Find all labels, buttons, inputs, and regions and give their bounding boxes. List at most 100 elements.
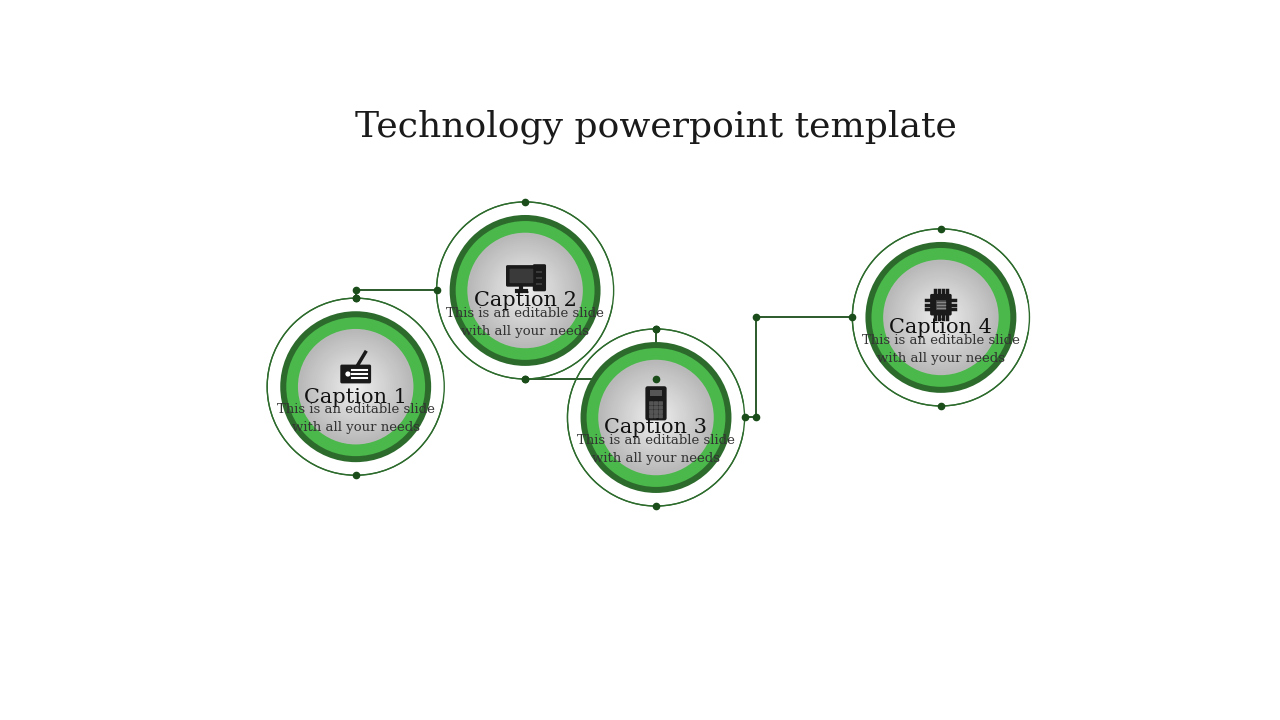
Circle shape — [502, 267, 548, 313]
Circle shape — [477, 243, 573, 338]
Circle shape — [940, 315, 943, 320]
Circle shape — [329, 360, 383, 414]
FancyBboxPatch shape — [645, 386, 667, 420]
Circle shape — [498, 264, 552, 318]
FancyBboxPatch shape — [536, 276, 543, 279]
Circle shape — [644, 406, 668, 429]
Text: Caption 1: Caption 1 — [305, 387, 407, 407]
Circle shape — [892, 269, 989, 366]
Circle shape — [493, 258, 558, 323]
FancyBboxPatch shape — [654, 410, 658, 414]
Circle shape — [317, 348, 394, 426]
Circle shape — [303, 335, 407, 438]
Circle shape — [334, 366, 376, 408]
Circle shape — [650, 412, 662, 423]
Circle shape — [326, 358, 384, 415]
Circle shape — [625, 387, 687, 449]
Circle shape — [481, 246, 570, 335]
Circle shape — [627, 389, 685, 446]
Circle shape — [654, 415, 658, 420]
Circle shape — [300, 331, 412, 443]
Circle shape — [612, 373, 700, 462]
Circle shape — [516, 281, 535, 300]
FancyBboxPatch shape — [654, 401, 658, 405]
Circle shape — [922, 298, 960, 337]
Circle shape — [467, 233, 582, 348]
Circle shape — [470, 235, 581, 346]
Circle shape — [621, 383, 691, 452]
Text: This is an editable slide
with all your needs: This is an editable slide with all your … — [447, 307, 604, 338]
Circle shape — [315, 346, 396, 427]
Circle shape — [600, 361, 712, 473]
Circle shape — [936, 312, 947, 323]
FancyBboxPatch shape — [649, 414, 654, 418]
Text: This is an editable slide
with all your needs: This is an editable slide with all your … — [276, 403, 435, 434]
Circle shape — [910, 287, 972, 348]
Circle shape — [504, 269, 547, 312]
Circle shape — [323, 354, 388, 420]
Circle shape — [500, 266, 550, 315]
Circle shape — [605, 367, 707, 467]
Circle shape — [338, 369, 372, 404]
Circle shape — [344, 375, 367, 398]
Circle shape — [342, 373, 369, 400]
Circle shape — [929, 306, 952, 329]
Circle shape — [349, 381, 361, 392]
Circle shape — [353, 384, 357, 389]
Circle shape — [489, 254, 562, 327]
Circle shape — [346, 377, 365, 396]
Circle shape — [321, 352, 390, 421]
Circle shape — [311, 343, 399, 431]
Circle shape — [346, 372, 351, 377]
Circle shape — [581, 342, 731, 493]
Circle shape — [648, 410, 664, 426]
FancyBboxPatch shape — [936, 300, 946, 310]
Circle shape — [902, 279, 979, 356]
Circle shape — [512, 277, 539, 304]
Circle shape — [337, 367, 375, 406]
Circle shape — [613, 375, 699, 460]
Circle shape — [609, 372, 703, 464]
Circle shape — [352, 383, 360, 390]
Circle shape — [280, 311, 431, 462]
FancyBboxPatch shape — [536, 271, 543, 274]
Circle shape — [928, 304, 955, 331]
Circle shape — [598, 360, 714, 475]
FancyBboxPatch shape — [658, 405, 663, 410]
Circle shape — [307, 338, 403, 435]
Circle shape — [896, 273, 986, 361]
Circle shape — [456, 221, 594, 360]
Circle shape — [632, 395, 680, 441]
Circle shape — [521, 287, 529, 294]
Circle shape — [932, 307, 951, 327]
Circle shape — [920, 296, 963, 338]
Circle shape — [616, 377, 696, 458]
Circle shape — [628, 390, 684, 444]
Circle shape — [485, 250, 566, 331]
Circle shape — [899, 275, 983, 360]
Circle shape — [933, 310, 948, 325]
Circle shape — [340, 372, 371, 402]
FancyBboxPatch shape — [532, 264, 547, 292]
Circle shape — [924, 300, 959, 335]
Circle shape — [895, 271, 987, 364]
Text: This is an editable slide
with all your needs: This is an editable slide with all your … — [861, 333, 1020, 364]
Circle shape — [602, 364, 710, 472]
Circle shape — [906, 283, 975, 352]
Text: Caption 3: Caption 3 — [604, 418, 708, 437]
Circle shape — [884, 261, 997, 373]
Circle shape — [479, 244, 571, 337]
Circle shape — [652, 414, 660, 421]
Text: This is an editable slide
with all your needs: This is an editable slide with all your … — [577, 433, 735, 465]
FancyBboxPatch shape — [649, 410, 654, 414]
FancyBboxPatch shape — [340, 364, 371, 383]
Circle shape — [865, 242, 1016, 393]
Circle shape — [913, 289, 970, 346]
Text: Caption 2: Caption 2 — [474, 292, 576, 310]
FancyBboxPatch shape — [658, 410, 663, 414]
Circle shape — [449, 215, 600, 366]
Circle shape — [905, 281, 978, 354]
Circle shape — [646, 408, 666, 427]
Circle shape — [640, 402, 672, 433]
FancyBboxPatch shape — [654, 414, 658, 418]
